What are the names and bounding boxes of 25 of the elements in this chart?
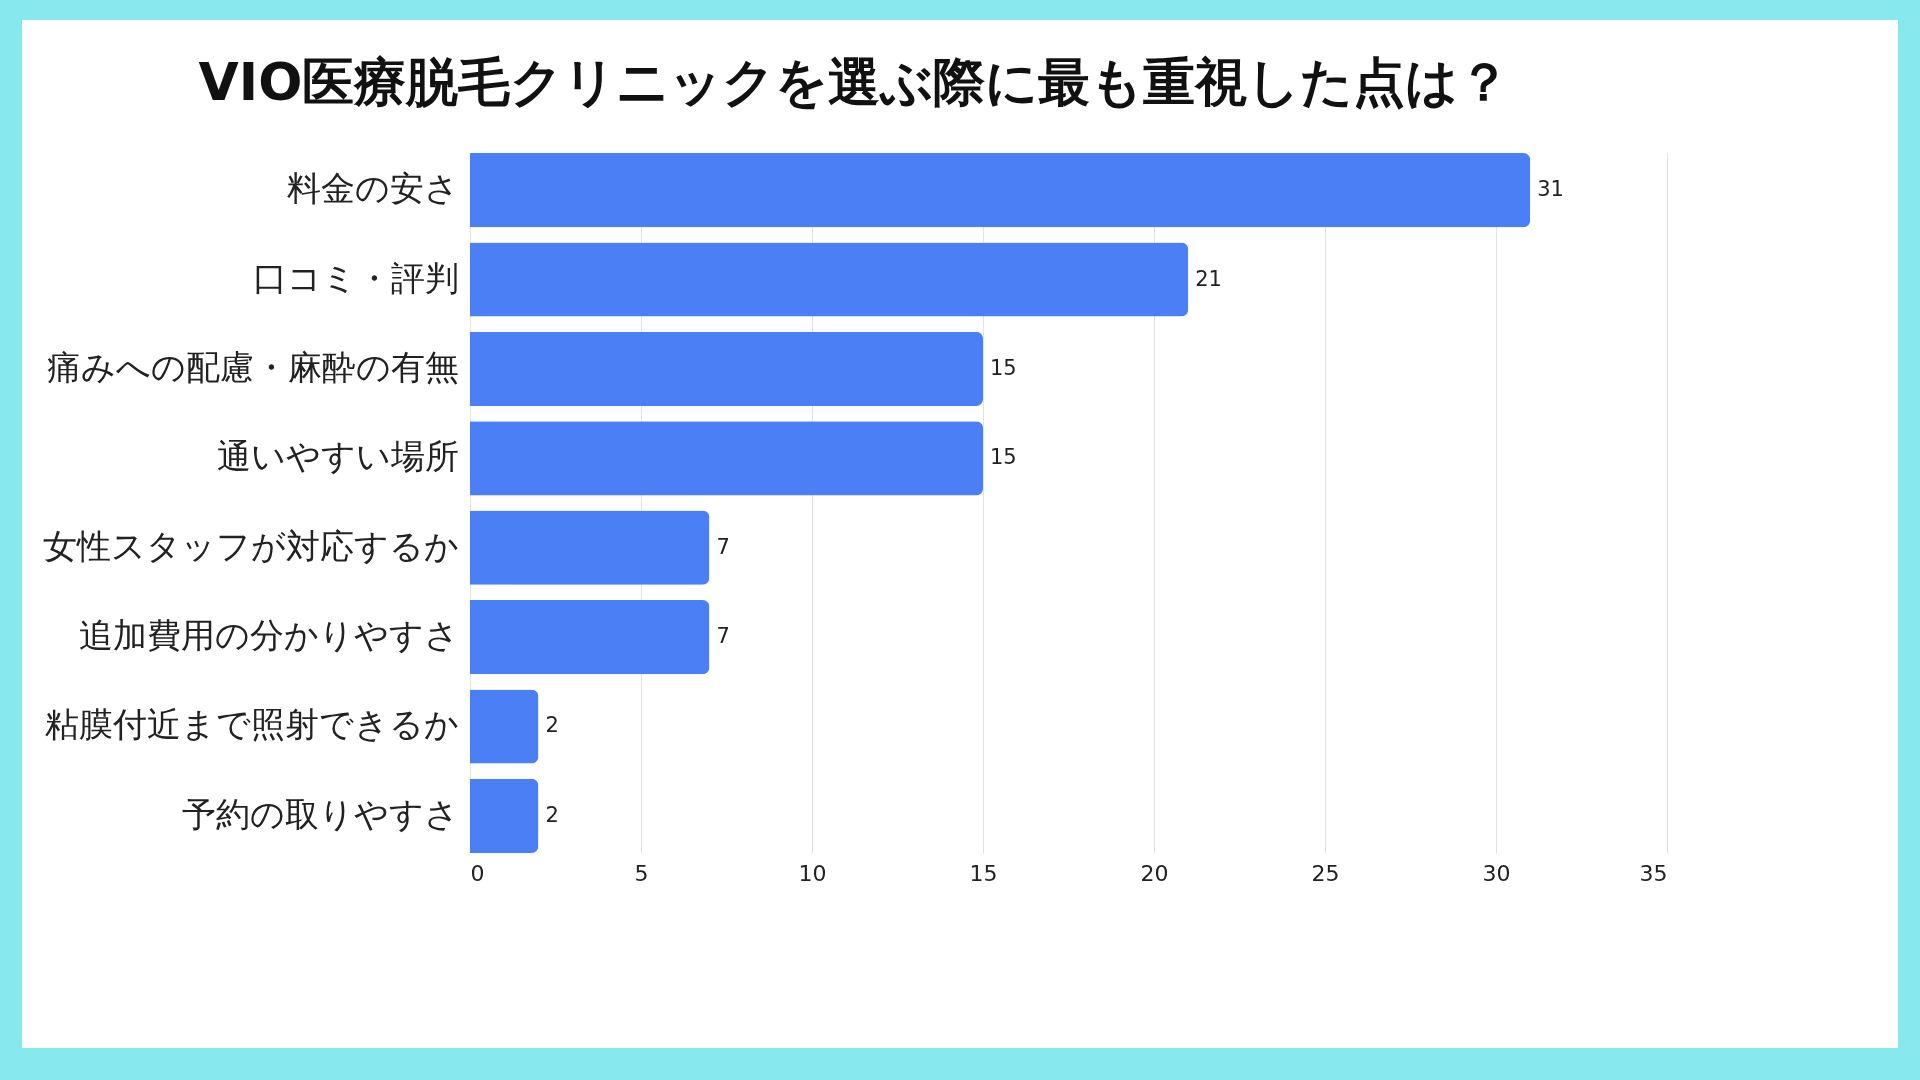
data-label: 15: [990, 445, 1017, 470]
x-tick-label: 20: [1140, 860, 1169, 886]
y-tick-label: 痛みへの配慮・麻酔の有無: [46, 346, 459, 387]
data-label: 2: [545, 713, 559, 738]
y-tick-label: 粘膜付近まで照射できるか: [44, 704, 459, 745]
data-label: 2: [545, 802, 559, 827]
y-tick-label: 予約の取りやすさ: [181, 793, 459, 834]
y-tick-label: 料金の安さ: [286, 168, 459, 209]
chart-title: VIO医療脱毛クリニックを選ぶ際に最も重視した点は？: [198, 52, 1511, 112]
x-tick-label: 25: [1311, 860, 1340, 886]
x-tick-label: 0: [470, 860, 485, 886]
data-label: 15: [990, 355, 1017, 380]
y-tick-label: 口コミ・評判: [252, 257, 459, 298]
y-tick-label: 通いやすい場所: [216, 436, 459, 477]
data-label: 31: [1537, 177, 1564, 202]
data-label: 7: [716, 534, 730, 559]
x-tick-label: 10: [798, 860, 827, 886]
x-tick-label: 35: [1639, 860, 1668, 886]
x-tick-label: 15: [969, 860, 998, 886]
y-tick-label: 追加費用の分かりやすさ: [78, 615, 459, 656]
y-tick-label: 女性スタッフが対応するか: [42, 525, 459, 566]
x-tick-label: 5: [634, 860, 649, 886]
data-label: 21: [1195, 266, 1222, 291]
x-tick-label: 30: [1482, 860, 1511, 886]
data-label: 7: [716, 624, 730, 649]
